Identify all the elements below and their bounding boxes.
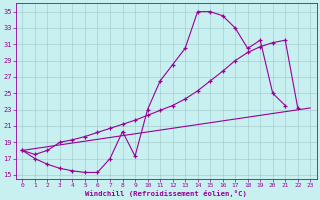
- X-axis label: Windchill (Refroidissement éolien,°C): Windchill (Refroidissement éolien,°C): [85, 190, 247, 197]
